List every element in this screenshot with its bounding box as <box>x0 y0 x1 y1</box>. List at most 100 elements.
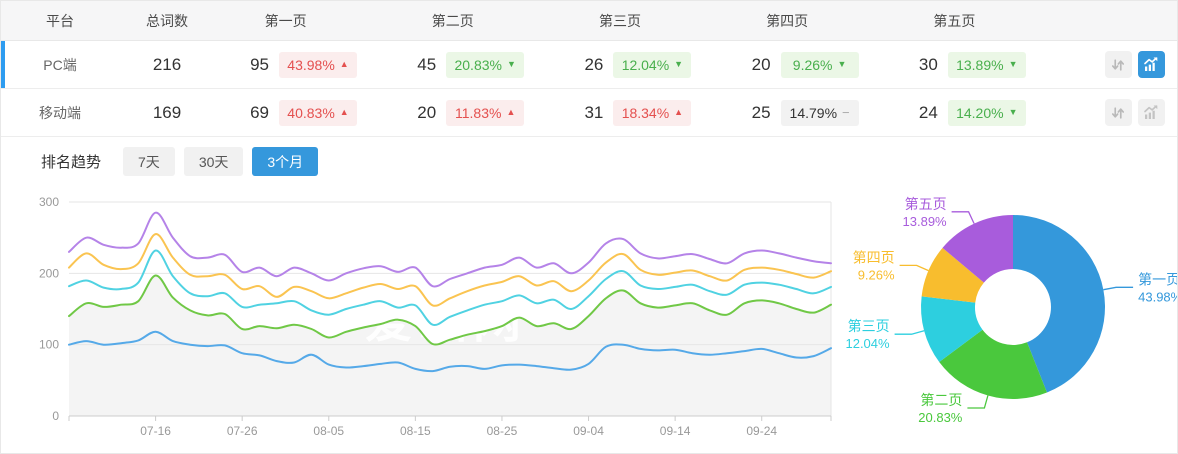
platform-label: 移动端 <box>39 104 81 121</box>
line-series-第五页累计(总计)[interactable] <box>68 211 832 288</box>
table-row-移动端[interactable]: 移动端 169 69 40.83% ▲ 20 11.83% ▲ 31 18.34% ▲ 25 14.79… <box>1 89 1177 137</box>
sort-arrows-icon[interactable] <box>1104 99 1132 126</box>
column-header-1: 总词数 <box>146 12 188 29</box>
pie-slice-第五页[interactable] <box>942 215 1013 283</box>
area-fill <box>69 275 831 416</box>
trend-chart-icon[interactable] <box>1137 51 1165 78</box>
pie-label-name: 第五页 <box>905 196 947 212</box>
page-count: 45 <box>417 54 437 74</box>
trend-range-tabs: 7天 30天 3个月 <box>123 147 327 176</box>
page-count: 25 <box>751 102 771 122</box>
x-axis-label: 08-15 <box>400 424 431 438</box>
percent-value: 20.83% <box>454 56 502 73</box>
table-row-PC端[interactable]: PC端 216 95 43.98% ▲ 45 20.83% ▼ 26 12.04% ▼ 20 9.26%… <box>1 41 1177 89</box>
down-trend-icon: ▼ <box>674 59 684 69</box>
page-count: 69 <box>250 102 269 122</box>
percent-value: 14.79% <box>789 104 838 121</box>
pie-label-line <box>951 211 975 224</box>
pie-label-line <box>967 395 989 409</box>
page-count: 26 <box>584 54 604 74</box>
page-3-cell: 31 18.34% ▲ <box>549 99 716 126</box>
trend-chart-icon[interactable] <box>1137 99 1165 126</box>
pie-label-name: 第四页 <box>853 249 895 265</box>
down-trend-icon: ▼ <box>837 59 847 69</box>
percent-value: 18.34% <box>621 104 670 121</box>
platform-label: PC端 <box>43 56 77 73</box>
x-axis-label: 08-05 <box>313 424 344 438</box>
line-series-第二页累计[interactable] <box>68 274 832 346</box>
trend-section-header: 排名趋势 7天 30天 3个月 <box>1 137 1177 186</box>
pie-slice-第二页[interactable] <box>939 329 1047 400</box>
line-series-第四页累计[interactable] <box>68 233 832 307</box>
percent-badge: 13.89% ▼ <box>947 51 1026 78</box>
percent-value: 40.83% <box>287 104 335 121</box>
pie-label-name: 第二页 <box>920 392 962 408</box>
page-count: 20 <box>417 102 437 122</box>
page-4-cell: 25 14.79% − <box>717 99 884 126</box>
rank-table-header: 平台 总词数 第一页 第二页 第三页 第四页 第五页 <box>1 1 1177 41</box>
pie-label-name: 第三页 <box>848 318 890 334</box>
column-header-2: 第一页 <box>264 12 307 29</box>
down-trend-icon: ▼ <box>506 59 516 69</box>
line-series-第三页累计[interactable] <box>68 249 832 326</box>
y-axis-label: 100 <box>39 338 59 352</box>
column-header-4: 第三页 <box>598 12 641 29</box>
row-actions <box>1051 51 1177 78</box>
pie-label-line <box>899 264 929 272</box>
x-axis-label: 09-24 <box>746 424 777 438</box>
percent-value: 14.20% <box>956 104 1004 121</box>
percent-value: 9.26% <box>792 56 833 73</box>
tab-3个月[interactable]: 3个月 <box>252 147 319 176</box>
x-axis-label: 09-04 <box>573 424 604 438</box>
pie-label-percent: 13.89% <box>903 214 948 229</box>
page-count: 30 <box>918 54 938 74</box>
row-actions <box>1051 99 1177 126</box>
page-2-cell: 20 11.83% ▲ <box>382 99 549 126</box>
page-distribution-donut-chart[interactable]: 第一页 43.98% 第二页 20.83% 第三页 12.04% 第四页 9.26% 第五页 13… <box>839 169 1178 454</box>
x-axis-label: 09-14 <box>660 424 691 438</box>
page-3-cell: 26 12.04% ▼ <box>549 51 716 78</box>
percent-badge: 20.83% ▼ <box>446 51 525 78</box>
pie-slice-第四页[interactable] <box>921 247 984 303</box>
page-count: 24 <box>918 102 938 122</box>
page-2-cell: 45 20.83% ▼ <box>382 51 549 78</box>
y-axis-label: 200 <box>39 266 59 280</box>
tab-30天[interactable]: 30天 <box>183 147 244 176</box>
total-words-value: 169 <box>152 102 182 122</box>
pie-slice-第三页[interactable] <box>920 296 983 362</box>
percent-value: 13.89% <box>956 56 1004 73</box>
page-1-cell: 69 40.83% ▲ <box>215 99 382 126</box>
rank-table-body: PC端 216 95 43.98% ▲ 45 20.83% ▼ 26 12.04% ▼ 20 9.26%… <box>1 41 1177 137</box>
percent-badge: 43.98% ▲ <box>279 51 357 78</box>
page-1-cell: 95 43.98% ▲ <box>215 51 382 78</box>
x-axis-label: 07-16 <box>140 424 171 438</box>
percent-badge: 18.34% ▲ <box>613 99 692 126</box>
down-trend-icon: ▼ <box>1008 59 1018 69</box>
page-5-cell: 30 13.89% ▼ <box>884 51 1051 78</box>
pie-label-percent: 12.04% <box>845 336 890 351</box>
pie-slice-第一页[interactable] <box>1013 215 1106 393</box>
page-count: 20 <box>751 54 771 74</box>
down-trend-icon: ▼ <box>1008 107 1018 117</box>
x-axis-label: 08-25 <box>487 424 518 438</box>
pie-label-percent: 20.83% <box>918 410 963 425</box>
column-header-5: 第四页 <box>766 12 809 29</box>
up-trend-icon: ▲ <box>506 107 516 117</box>
percent-value: 11.83% <box>455 104 502 121</box>
pie-label-line <box>894 330 925 335</box>
pie-label-percent: 9.26% <box>858 267 895 282</box>
column-header-6: 第五页 <box>933 12 976 29</box>
page-4-cell: 20 9.26% ▼ <box>717 51 884 78</box>
trend-title: 排名趋势 <box>41 154 102 171</box>
percent-badge: 9.26% ▼ <box>780 51 859 78</box>
line-series-第一页[interactable] <box>68 330 832 373</box>
percent-badge: 12.04% ▼ <box>613 51 692 78</box>
flat-trend-icon: − <box>842 105 850 120</box>
sort-arrows-icon[interactable] <box>1104 51 1132 78</box>
column-header-3: 第二页 <box>431 12 474 29</box>
total-words-value: 216 <box>152 54 182 74</box>
tab-7天[interactable]: 7天 <box>123 147 175 176</box>
up-trend-icon: ▲ <box>339 107 349 117</box>
